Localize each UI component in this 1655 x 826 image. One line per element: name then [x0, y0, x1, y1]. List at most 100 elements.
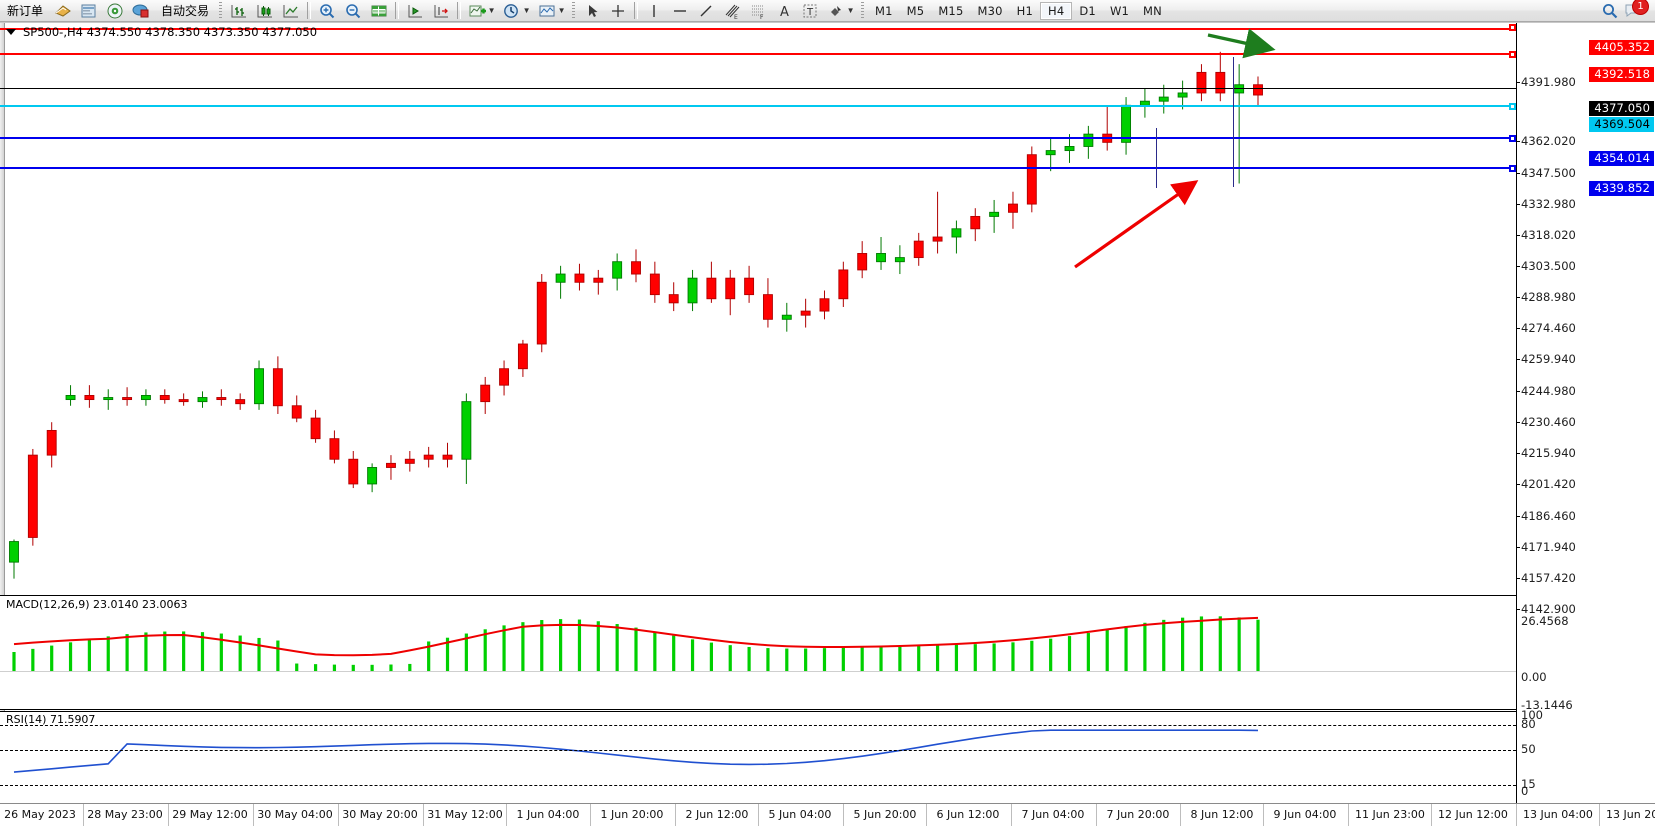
time-label-5: 31 May 12:00 [427, 808, 503, 821]
shapes-icon[interactable]: ▼ [823, 1, 858, 21]
price-tick-4391-980: 4391.980 [1517, 75, 1576, 89]
price-pane[interactable]: SP500-,H4 4374.550 4378.350 4373.350 437… [0, 23, 1516, 593]
indicators-icon[interactable]: ▼ [464, 1, 499, 21]
toolbar-grip[interactable] [571, 1, 578, 20]
text-icon[interactable]: A [771, 1, 797, 21]
chevron-down-icon[interactable]: ▼ [487, 5, 496, 15]
price-tag-4339-852[interactable]: 4339.852 [1589, 181, 1654, 196]
auto-trading-button[interactable]: 自动交易 [154, 1, 216, 21]
timeframe-h4[interactable]: H4 [1040, 1, 1073, 20]
level-handle[interactable] [1509, 135, 1516, 142]
timeframe-h1[interactable]: H1 [1016, 3, 1033, 18]
level-line-4392[interactable] [0, 51, 1516, 58]
time-axis[interactable]: 26 May 2023 28 May 23:00 29 May 12:00 30 Ma… [0, 803, 1655, 826]
level-line-4339[interactable] [0, 165, 1516, 172]
price-tag-4354-014[interactable]: 4354.014 [1589, 151, 1654, 166]
candle-body [197, 397, 208, 403]
level-line-4405[interactable] [0, 28, 1516, 30]
timeframe-d1[interactable]: D1 [1079, 3, 1096, 18]
line-chart-icon[interactable] [278, 1, 304, 21]
toolbar-separator [395, 2, 400, 19]
candle-body [235, 399, 246, 405]
price-tag-4405-352[interactable]: 4405.352 [1589, 40, 1654, 55]
data-window-icon[interactable] [76, 1, 102, 21]
timeframe-mn[interactable]: MN [1143, 3, 1162, 18]
cursor-icon[interactable] [579, 1, 605, 21]
bar-chart-icon[interactable] [226, 1, 252, 21]
candle-body [668, 294, 679, 304]
magnifier-icon[interactable] [1597, 1, 1623, 21]
zoom-in-icon[interactable] [314, 1, 340, 21]
period-icon[interactable]: ▼ [499, 1, 534, 21]
rsi-scale-0: 0 [1521, 784, 1529, 798]
fibonacci-icon[interactable]: F [745, 1, 771, 21]
price-tag-4377-050[interactable]: 4377.050 [1589, 101, 1654, 116]
time-label-13: 7 Jun 20:00 [1106, 808, 1170, 821]
time-label-11: 6 Jun 12:00 [936, 808, 1000, 821]
chart-menu-triangle-icon[interactable] [6, 29, 16, 35]
level-line-4377 [0, 88, 1516, 89]
trendline-icon[interactable] [693, 1, 719, 21]
level-handle[interactable] [1509, 51, 1516, 58]
candle-body [423, 454, 434, 460]
level-line-4354[interactable] [0, 135, 1516, 142]
candle-body [140, 395, 151, 401]
macd-scale-0_00: 0.00 [1521, 670, 1547, 684]
level-handle[interactable] [1509, 103, 1516, 110]
candle-body [46, 429, 57, 456]
level-handle[interactable] [1509, 165, 1516, 172]
timeframe-w1[interactable]: W1 [1109, 3, 1130, 18]
main-toolbar: 新订单 自动交易 ▼ [0, 0, 1655, 22]
zoom-out-icon[interactable] [340, 1, 366, 21]
text-label-icon[interactable]: T [797, 1, 823, 21]
new-order-button[interactable]: 新订单 [0, 1, 50, 21]
svg-text:T: T [806, 7, 814, 18]
navigator-icon[interactable] [102, 1, 128, 21]
level-handle[interactable] [1509, 24, 1516, 31]
candle-body [1177, 92, 1188, 98]
templates-icon[interactable]: ▼ [534, 1, 569, 21]
price-tag-4392-518[interactable]: 4392.518 [1589, 67, 1654, 82]
candle-body [1158, 96, 1169, 102]
timeframe-m30[interactable]: M30 [977, 3, 1003, 18]
toolbar-grip[interactable] [218, 1, 225, 20]
chart-area[interactable]: SP500-,H4 4374.550 4378.350 4373.350 437… [0, 22, 1655, 804]
crosshair-icon[interactable] [605, 1, 631, 21]
macd-signal-line [13, 616, 1259, 657]
chevron-down-icon[interactable]: ▼ [557, 5, 566, 15]
timeframe-m5[interactable]: M5 [906, 3, 925, 18]
vertical-marker-line-2[interactable] [1156, 128, 1157, 188]
candle-body [1215, 71, 1226, 94]
time-label-7: 1 Jun 20:00 [600, 808, 664, 821]
equidistant-channel-icon[interactable]: E [719, 1, 745, 21]
time-label-12: 7 Jun 04:00 [1021, 808, 1085, 821]
price-tick-4362-020: 4362.020 [1517, 134, 1576, 148]
signals-icon[interactable] [128, 1, 154, 21]
time-tick-separator [758, 804, 759, 826]
candle-body [517, 343, 528, 370]
vertical-marker-line[interactable] [1233, 57, 1234, 187]
price-tag-4369-504[interactable]: 4369.504 [1589, 117, 1654, 132]
alerts-bell-icon[interactable]: 1 [1623, 0, 1649, 21]
new-order-icon[interactable] [50, 1, 76, 21]
timeframe-m15[interactable]: M15 [938, 3, 964, 18]
auto-scroll-icon[interactable] [402, 1, 428, 21]
time-tick-separator [168, 804, 169, 826]
chevron-down-icon[interactable]: ▼ [846, 5, 855, 15]
timeframe-m1[interactable]: M1 [875, 3, 893, 18]
candle-body [800, 310, 811, 316]
horizontal-line-icon[interactable] [667, 1, 693, 21]
toolbar-grip[interactable] [860, 1, 867, 20]
level-line-4369[interactable] [0, 103, 1516, 110]
time-label-4: 30 May 20:00 [342, 808, 418, 821]
rsi-pane[interactable]: RSI(14) 71.5907 [0, 711, 1516, 804]
vertical-line-icon[interactable] [641, 1, 667, 21]
chevron-down-icon[interactable]: ▼ [522, 5, 531, 15]
time-label-2: 29 May 12:00 [172, 808, 248, 821]
chart-shift-icon[interactable] [428, 1, 454, 21]
price-axis[interactable]: 4405.352 4392.518 4377.050 4369.504 4354.014… [1516, 23, 1655, 804]
grid-icon[interactable] [366, 1, 392, 21]
toolbar-separator [457, 2, 462, 19]
candlestick-chart-icon[interactable] [252, 1, 278, 21]
macd-pane[interactable]: MACD(12,26,9) 23.0140 23.0063 [0, 595, 1516, 710]
